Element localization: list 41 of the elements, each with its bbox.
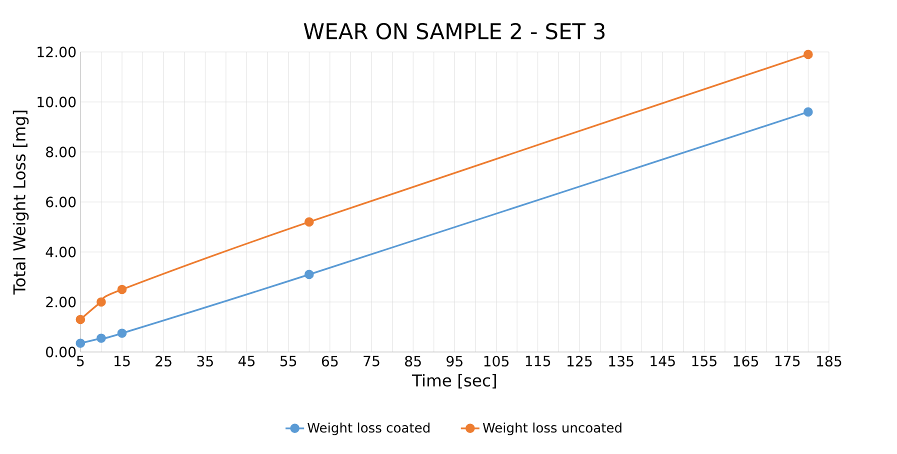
x-tick-label: 5: [77, 356, 84, 366]
point: [76, 338, 86, 348]
x-tick-label: 135: [609, 356, 634, 366]
legend-label: Weight loss uncoated: [482, 422, 622, 436]
x-tick-label: 85: [405, 356, 421, 366]
x-tick-label: 145: [650, 356, 675, 366]
x-tick-label: 165: [734, 356, 758, 366]
y-tick-label: 0.00: [46, 346, 76, 358]
y-tick-label: 6.00: [46, 196, 76, 208]
point: [803, 107, 813, 117]
x-tick-label: 175: [775, 356, 800, 366]
x-tick-label: 75: [364, 356, 380, 366]
point: [96, 334, 106, 343]
legend-label: Weight loss coated: [308, 422, 430, 436]
y-tick-label: 12.00: [38, 46, 76, 58]
point: [117, 284, 127, 294]
x-tick-label: 155: [692, 356, 716, 366]
x-tick-label: 125: [568, 356, 592, 366]
x-tick-label: 15: [114, 356, 130, 366]
point: [76, 314, 86, 324]
point: [304, 217, 314, 227]
point: [304, 270, 314, 280]
x-tick-label: 45: [238, 356, 255, 366]
x-tick-label: 95: [446, 356, 462, 366]
y-tick-label: 2.00: [46, 296, 76, 308]
x-axis-title: Time [sec]: [412, 374, 496, 388]
x-tick-label: 65: [322, 356, 338, 366]
x-tick-label: 185: [817, 356, 842, 366]
point: [96, 297, 106, 307]
x-tick-label: 105: [484, 356, 509, 366]
x-tick-label: 115: [526, 356, 550, 366]
y-tick-label: 4.00: [46, 246, 76, 258]
y-tick-label: 10.00: [38, 96, 76, 108]
x-tick-label: 55: [280, 356, 296, 366]
y-tick-label: 8.00: [46, 146, 76, 158]
x-tick-label: 35: [197, 356, 213, 366]
y-axis-title: Total Weight Loss [mg]: [12, 110, 29, 295]
chart-title: WEAR ON SAMPLE 2 - SET 3: [304, 22, 605, 40]
point: [803, 50, 813, 60]
point: [117, 328, 127, 338]
x-tick-label: 25: [156, 356, 172, 366]
